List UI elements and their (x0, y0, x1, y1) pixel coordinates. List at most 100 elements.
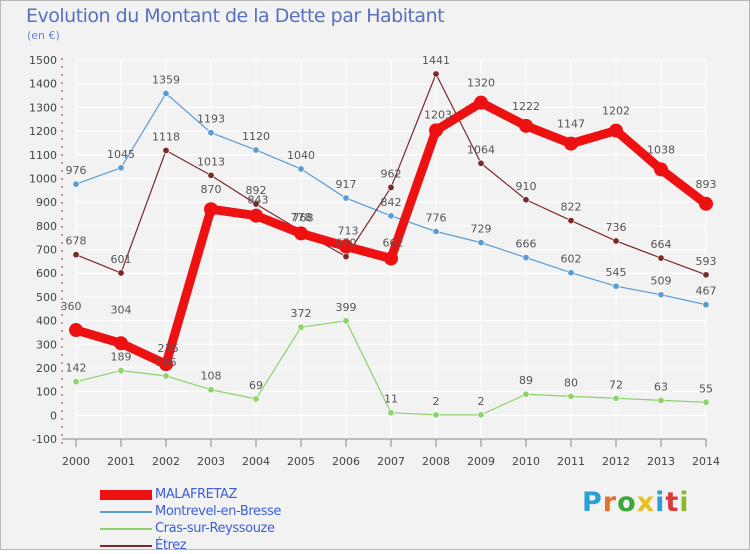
data-label: 80 (564, 376, 578, 389)
data-label: 55 (699, 382, 713, 395)
legend-swatch (100, 527, 152, 530)
proxiti-logo: Proxiti (582, 487, 690, 518)
data-label: 776 (426, 211, 447, 224)
data-label: 666 (516, 238, 537, 251)
y-tick-label: 1100 (29, 149, 57, 162)
logo-letter: r (602, 487, 618, 518)
data-label: 678 (66, 235, 87, 248)
data-label: 2 (478, 395, 485, 408)
data-point (249, 208, 263, 223)
y-tick-label: 0 (50, 409, 57, 422)
y-tick-label: 400 (36, 315, 57, 328)
data-label: 63 (654, 380, 668, 393)
data-label: 1441 (422, 54, 450, 67)
data-label: 1320 (467, 77, 495, 90)
x-tick-label: 2001 (107, 455, 135, 468)
logo-letter: t (665, 487, 680, 518)
y-tick-label: 900 (36, 196, 57, 209)
data-point (72, 378, 80, 386)
data-label: 1202 (602, 105, 630, 118)
data-label: 189 (111, 351, 132, 364)
y-tick-label: 600 (36, 267, 57, 280)
x-tick-label: 2013 (647, 455, 675, 468)
data-label: 1040 (287, 149, 315, 162)
data-label: 1359 (152, 73, 180, 86)
x-tick-label: 2007 (377, 455, 405, 468)
data-point (432, 227, 440, 235)
y-tick-label: 500 (36, 291, 57, 304)
data-point (162, 372, 170, 380)
data-point (657, 396, 665, 404)
data-point (162, 89, 170, 97)
legend-item: Étrez (100, 537, 281, 554)
x-tick-label: 2000 (62, 455, 90, 468)
chart-legend: MALAFRETAZ Montrevel-en-Bresse Cras-sur-Re… (100, 486, 281, 554)
logo-letter: x (636, 487, 656, 518)
data-point (522, 390, 530, 398)
data-label: 822 (561, 201, 582, 214)
data-label: 2 (433, 395, 440, 408)
data-point (387, 212, 395, 220)
legend-label: Cras-sur-Reyssouze (155, 521, 275, 536)
data-label: 1147 (557, 118, 585, 131)
data-label: 729 (471, 223, 492, 236)
y-tick-label: 100 (36, 386, 57, 399)
data-point (429, 123, 443, 138)
logo-letter: i (655, 487, 666, 518)
data-point (207, 171, 215, 179)
data-point (207, 129, 215, 137)
data-label: 1064 (467, 143, 495, 156)
x-tick-label: 2002 (152, 455, 180, 468)
legend-item: Cras-sur-Reyssouze (100, 520, 281, 537)
data-label: 1038 (647, 143, 675, 156)
data-point (252, 200, 260, 208)
data-point (114, 336, 128, 351)
data-point (522, 196, 530, 204)
data-point (117, 269, 125, 277)
data-label: 467 (696, 285, 717, 298)
data-point (477, 239, 485, 247)
data-label: 108 (201, 370, 222, 383)
x-tick-label: 2004 (242, 455, 270, 468)
data-label: 870 (201, 183, 222, 196)
data-label: 69 (249, 379, 263, 392)
data-point (432, 70, 440, 78)
x-tick-label: 2011 (557, 455, 585, 468)
x-tick-label: 2009 (467, 455, 495, 468)
data-point (702, 271, 710, 279)
data-point (612, 394, 620, 402)
data-point (342, 317, 350, 325)
legend-swatch (100, 510, 152, 513)
data-point (387, 409, 395, 417)
data-point (294, 226, 308, 241)
data-label: 593 (696, 255, 717, 268)
y-tick-label: 1400 (29, 78, 57, 91)
legend-item: MALAFRETAZ (100, 486, 281, 503)
data-label: 601 (111, 253, 132, 266)
data-point (519, 118, 533, 133)
x-tick-label: 2010 (512, 455, 540, 468)
data-label: 976 (66, 164, 87, 177)
data-label: 372 (291, 307, 312, 320)
data-point (342, 253, 350, 261)
data-label: 11 (384, 393, 398, 406)
legend-label: Montrevel-en-Bresse (155, 504, 281, 519)
data-point (69, 323, 83, 338)
data-point (567, 392, 575, 400)
data-label: 142 (66, 362, 87, 375)
data-point (474, 95, 488, 110)
data-label: 1222 (512, 100, 540, 113)
data-point (432, 411, 440, 419)
data-label: 1193 (197, 113, 225, 126)
data-point (567, 217, 575, 225)
x-tick-label: 2003 (197, 455, 225, 468)
data-label: 768 (293, 211, 314, 224)
legend-label: MALAFRETAZ (155, 487, 237, 502)
y-tick-label: 1500 (29, 54, 57, 67)
data-label: 399 (336, 301, 357, 314)
data-point (702, 301, 710, 309)
data-point (342, 194, 350, 202)
data-point (657, 291, 665, 299)
data-label: 893 (696, 178, 717, 191)
